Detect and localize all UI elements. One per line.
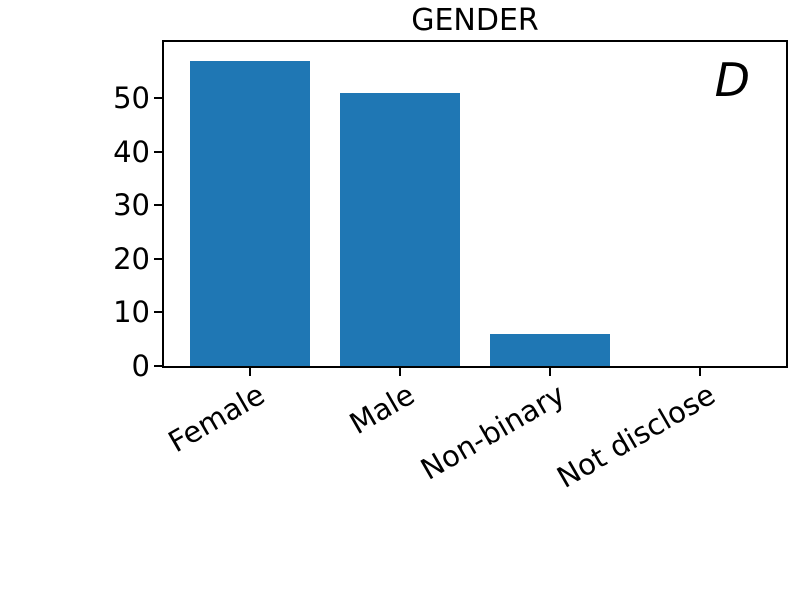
panel-label: D <box>714 53 750 107</box>
y-tick-mark <box>154 365 162 367</box>
y-tick-mark <box>154 97 162 99</box>
y-tick-label: 50 <box>113 81 150 115</box>
x-tick-mark <box>399 368 401 376</box>
bars-layer <box>164 42 786 366</box>
plot-area: D <box>162 40 788 368</box>
x-tick-label-male: Male <box>344 377 421 441</box>
x-tick-label-non-binary: Non-binary <box>414 377 571 487</box>
y-tick-mark <box>154 204 162 206</box>
x-tick-label-female: Female <box>162 377 271 460</box>
y-tick-mark <box>154 311 162 313</box>
x-tick-mark <box>699 368 701 376</box>
y-tick-label: 10 <box>113 295 150 329</box>
y-tick-mark <box>154 258 162 260</box>
y-tick-label: 40 <box>113 135 150 169</box>
bar-female <box>190 61 310 366</box>
x-tick-label-not-disclose: Not disclose <box>550 377 721 495</box>
bar-non-binary <box>490 334 610 366</box>
x-tick-mark <box>549 368 551 376</box>
y-tick-mark <box>154 151 162 153</box>
y-tick-label: 30 <box>113 188 150 222</box>
y-tick-label: 0 <box>131 349 150 383</box>
bar-male <box>340 93 460 366</box>
x-tick-mark <box>249 368 251 376</box>
chart-title: GENDER <box>411 3 539 38</box>
y-tick-label: 20 <box>113 242 150 276</box>
